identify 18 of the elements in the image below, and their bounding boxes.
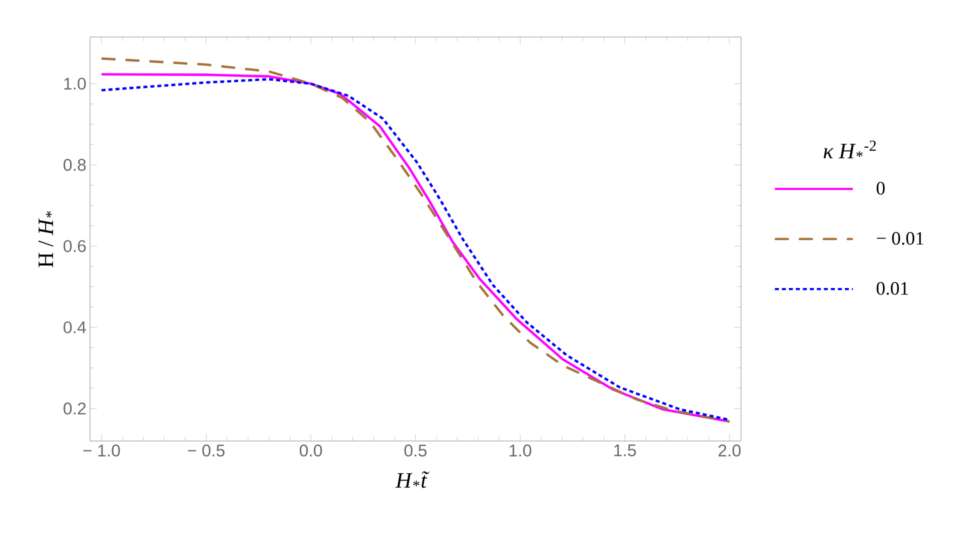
- x-tick-label: 1.0: [510, 444, 532, 457]
- y-tick-label: 0.6: [64, 240, 86, 252]
- y-axis-title: H / H$_{*}$: [38, 211, 54, 268]
- y-tick-label: 1.0: [64, 78, 86, 90]
- legend-title: κ H$_{*}$-2: [824, 140, 876, 158]
- x-tick-label: 1.5: [614, 444, 636, 456]
- y-tick-label: 0.4: [64, 321, 86, 334]
- x-tick-label: 0.5: [404, 444, 427, 457]
- legend-label: − 0.01: [876, 232, 924, 245]
- x-tick-label: − 1.0: [83, 444, 120, 457]
- x-axis-title: H$_{*}$t̃: [395, 471, 430, 488]
- x-tick-label: − 0.5: [188, 444, 225, 457]
- x-tick-label: 0.0: [300, 444, 322, 457]
- x-tick-label: 2.0: [718, 444, 741, 457]
- legend-label: 0.01: [876, 282, 908, 295]
- y-tick-label: 0.2: [64, 402, 86, 415]
- y-tick-label: 0.8: [64, 158, 86, 171]
- legend-label: 0: [876, 182, 885, 195]
